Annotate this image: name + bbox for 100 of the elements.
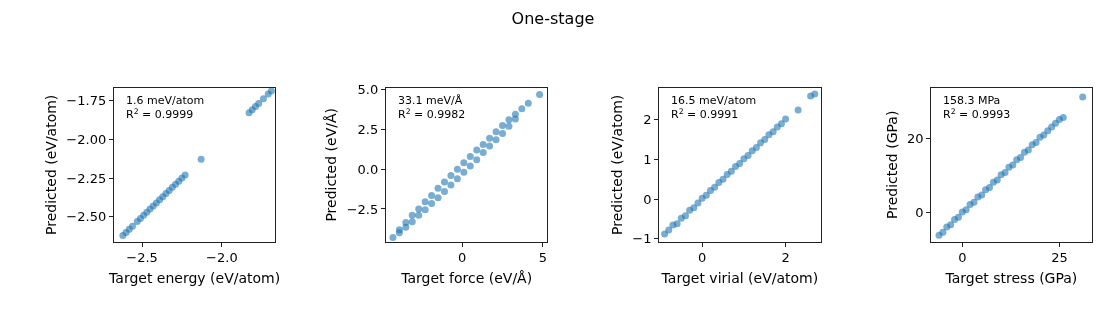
point [1040,131,1048,139]
point [1017,154,1025,162]
point [499,129,506,137]
x-tick-label: 0 [958,250,967,266]
point [777,120,785,128]
point [486,134,494,142]
point [1032,139,1040,147]
point [665,226,673,234]
point [518,105,526,113]
point [492,128,500,136]
point [962,206,970,214]
y-axis-title: Predicted (eV/Å) [323,108,340,222]
point [492,136,500,144]
y-tick-label: −2.25 [66,170,107,186]
point [732,163,740,171]
point [473,156,481,164]
point [782,115,790,123]
x-tick-label: −2.0 [206,250,238,266]
point [794,106,802,114]
point [719,175,727,183]
point [511,115,519,123]
point [499,121,506,129]
y-tick-label: 2.5 [357,121,379,137]
x-axis-title: Target force (eV/Å) [400,269,533,286]
annotation: 158.3 MPa [943,94,1001,107]
point [389,234,397,242]
y-tick-label: 5.0 [357,82,379,98]
point [408,218,416,226]
y-tick-label: 20 [907,130,924,146]
point [1001,168,1009,176]
point [453,165,461,173]
point [757,139,765,147]
point [447,172,455,180]
point [970,198,978,206]
x-axis-title: Target stress (GPa) [944,269,1078,286]
y-tick-label: 0 [643,191,652,207]
point [681,212,689,220]
annotation: 1.6 meV/atom [126,94,205,107]
point [259,95,267,103]
point [479,148,487,156]
point [661,230,669,238]
point [761,136,769,144]
point [255,99,263,107]
y-axis-title: Predicted (GPa) [883,110,900,219]
point [402,223,410,231]
point [694,199,702,207]
y-tick-label: −2.5 [346,201,379,217]
point [428,199,436,207]
point [769,128,777,136]
y-tick-label: −1 [632,231,652,247]
point [947,221,955,229]
point [993,176,1001,184]
y-tick-label: 2 [643,112,652,128]
point [1079,93,1087,101]
x-tick-label: 2 [781,250,790,266]
annotation: 16.5 meV/atom [671,94,757,107]
point [736,159,744,167]
y-axis-title: Predicted (eV/atom) [608,94,625,235]
y-tick-label: −2.00 [66,131,107,147]
point [673,220,681,228]
point [473,146,481,154]
y-tick-label: 0.0 [357,161,379,177]
point [986,183,993,191]
point [441,187,448,195]
point [690,204,698,212]
annotation: R$^{2}$ = 0.9982 [398,106,466,122]
y-tick-label: −1.75 [66,92,107,108]
y-axis-title: Predicted (eV/atom) [42,94,59,235]
point [524,99,532,107]
point [1052,119,1060,127]
point [434,194,442,202]
point [1009,161,1017,169]
y-tick-label: −2.50 [66,209,107,225]
point [711,183,719,191]
point [744,151,752,159]
point [479,141,487,149]
point [421,198,429,206]
x-tick-label: 0 [698,250,707,266]
annotation: R$^{2}$ = 0.9993 [943,106,1011,122]
point [486,142,494,150]
point [447,181,455,189]
annotation: R$^{2}$ = 0.9991 [671,106,739,122]
point [453,175,461,183]
annotation: R$^{2}$ = 0.9999 [126,106,194,122]
point [466,152,474,160]
point [460,168,468,176]
point [1024,146,1032,154]
point [434,184,442,192]
point [536,90,544,98]
point [978,191,986,199]
point [466,162,474,170]
point [415,205,423,213]
point [415,211,423,219]
point [702,191,710,199]
x-axis-title: Target virial (eV/atom) [660,269,819,286]
annotation: 33.1 meV/Å [398,94,463,107]
point [727,167,735,175]
point [197,155,205,163]
text: One-stage [511,9,595,29]
x-tick-label: 25 [1051,250,1068,266]
